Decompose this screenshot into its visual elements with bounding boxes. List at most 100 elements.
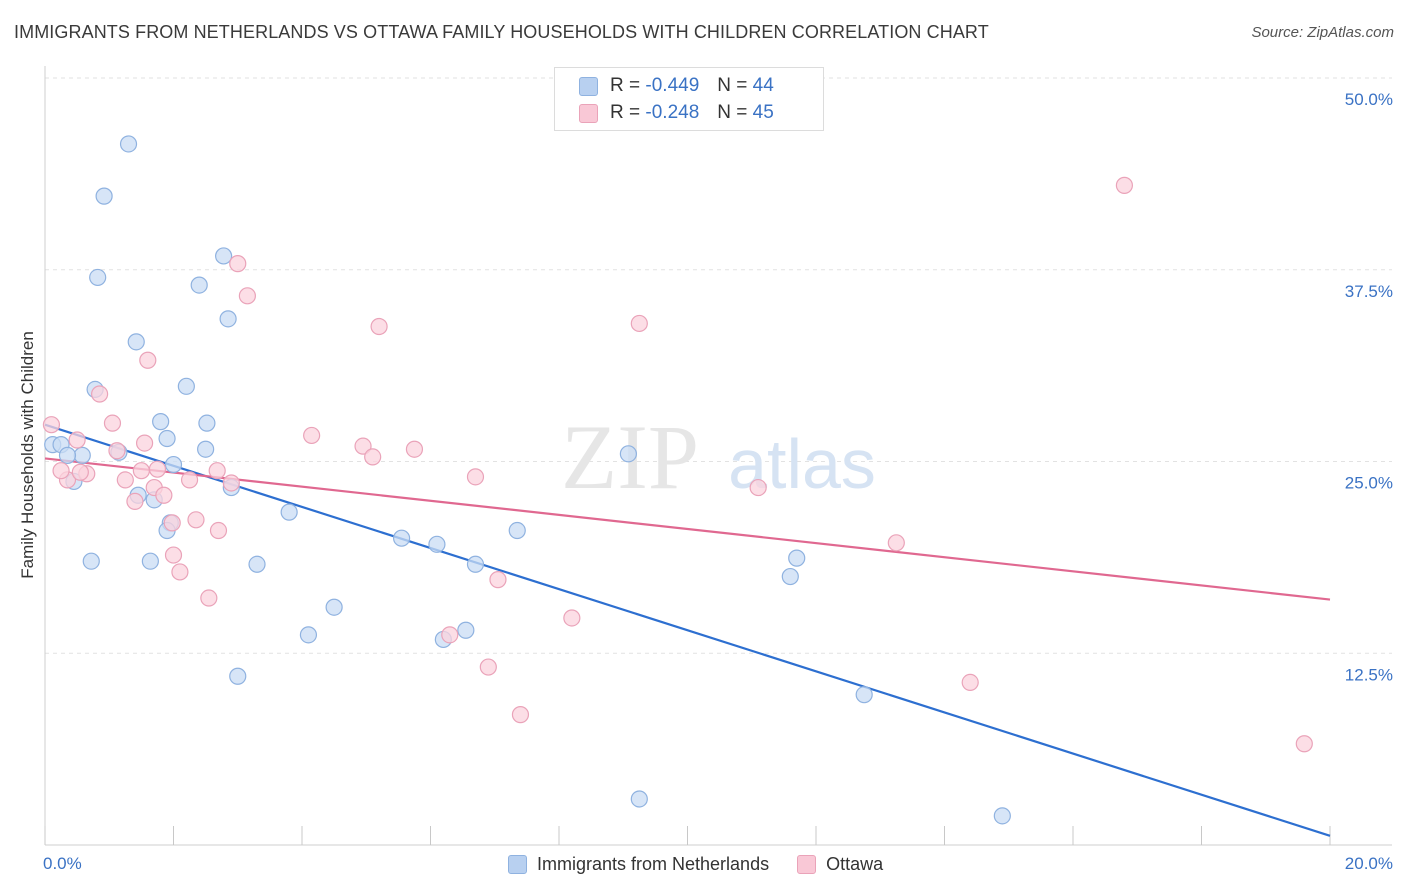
point-ottawa — [354, 437, 372, 455]
point-ottawa — [139, 351, 157, 369]
point-netherlands — [89, 268, 107, 287]
point-ottawa — [489, 571, 507, 589]
point-netherlands — [58, 446, 77, 464]
point-ottawa — [135, 434, 154, 452]
point-netherlands — [229, 667, 247, 685]
point-ottawa — [108, 442, 126, 460]
point-netherlands — [127, 333, 145, 351]
point-ottawa — [364, 448, 382, 466]
point-netherlands — [197, 440, 215, 458]
y-tick-label: 37.5% — [1345, 282, 1393, 301]
point-netherlands — [82, 552, 100, 570]
point-ottawa — [200, 589, 218, 607]
point-netherlands — [466, 555, 485, 573]
point-ottawa — [749, 478, 767, 497]
source-label: Source: ZipAtlas.com — [1251, 24, 1394, 41]
point-netherlands — [73, 446, 91, 464]
point-ottawa — [187, 511, 205, 529]
legend-row-netherlands: R = -0.449 N = 44 — [579, 73, 774, 99]
point-ottawa — [91, 385, 109, 403]
legend-swatch-netherlands — [579, 76, 598, 96]
n-value: 44 — [752, 75, 774, 96]
point-ottawa — [1115, 176, 1134, 194]
point-netherlands — [993, 807, 1011, 825]
x-tick-label: 20.0% — [1345, 854, 1393, 873]
r-value: -0.248 — [645, 102, 700, 123]
point-ottawa — [208, 462, 226, 480]
r-label: R = — [610, 75, 641, 96]
point-ottawa — [511, 706, 530, 724]
point-netherlands — [325, 598, 343, 616]
point-netherlands — [392, 529, 411, 547]
point-ottawa — [1295, 735, 1313, 753]
point-ottawa — [163, 514, 181, 532]
series-legend: Immigrants from Netherlands Ottawa — [508, 851, 911, 877]
point-ottawa — [180, 471, 199, 489]
point-netherlands — [158, 429, 176, 448]
y-axis-label: Family Households with Children — [18, 331, 37, 579]
point-ottawa — [164, 546, 183, 564]
point-ottawa — [238, 287, 256, 305]
tick-labels: 12.5% 25.0% 37.5% 50.0% 0.0% 20.0% — [43, 90, 1393, 873]
watermark: ZIP atlas — [561, 406, 876, 508]
point-netherlands — [215, 247, 233, 265]
r-label: R = — [610, 102, 641, 123]
point-ottawa — [52, 462, 70, 480]
y-tick-label: 50.0% — [1345, 90, 1393, 109]
x-tick-label: 0.0% — [43, 854, 82, 873]
point-ottawa — [229, 255, 247, 273]
point-ottawa — [132, 462, 150, 480]
correlation-legend: R = -0.449 N = 44 R = -0.248 N = 45 — [554, 67, 824, 131]
point-ottawa — [126, 492, 144, 510]
point-netherlands — [457, 621, 475, 639]
legend-swatch-ottawa — [797, 854, 817, 874]
legend-label-ottawa: Ottawa — [826, 853, 884, 874]
trend-line-ottawa — [44, 457, 1331, 601]
legend-item-ottawa[interactable]: Ottawa — [797, 854, 883, 875]
point-netherlands — [781, 567, 799, 586]
point-ottawa — [405, 440, 424, 458]
point-ottawa — [441, 626, 459, 644]
grid-lines — [45, 77, 1392, 654]
point-ottawa — [171, 563, 189, 581]
point-ottawa — [42, 416, 61, 434]
legend-swatch-ottawa — [579, 103, 598, 123]
point-netherlands — [248, 555, 266, 573]
point-netherlands — [141, 552, 159, 570]
data-points — [42, 135, 1313, 825]
point-netherlands — [95, 187, 113, 205]
axes — [44, 66, 1392, 846]
y-tick-label: 12.5% — [1345, 665, 1393, 684]
point-netherlands — [788, 549, 806, 567]
point-ottawa — [103, 414, 122, 432]
trend-line-netherlands — [44, 423, 1331, 837]
point-ottawa — [479, 658, 497, 676]
point-netherlands — [855, 686, 873, 704]
point-ottawa — [68, 431, 86, 449]
point-ottawa — [116, 471, 134, 489]
point-netherlands — [164, 455, 183, 474]
point-ottawa — [961, 673, 979, 691]
point-ottawa — [71, 463, 89, 481]
point-ottawa — [303, 426, 321, 445]
legend-item-netherlands[interactable]: Immigrants from Netherlands — [508, 854, 769, 875]
r-value: -0.449 — [645, 75, 700, 96]
point-netherlands — [508, 521, 526, 540]
legend-label-netherlands: Immigrants from Netherlands — [537, 853, 770, 874]
point-netherlands — [619, 445, 637, 463]
point-netherlands — [630, 790, 648, 808]
point-netherlands — [198, 414, 216, 432]
legend-swatch-netherlands — [508, 854, 527, 874]
point-ottawa — [222, 474, 240, 492]
chart-title: IMMIGRANTS FROM NETHERLANDS VS OTTAWA FA… — [14, 22, 989, 42]
point-netherlands — [177, 377, 195, 395]
point-ottawa — [563, 609, 581, 627]
point-ottawa — [209, 521, 228, 540]
point-netherlands — [428, 535, 446, 553]
point-ottawa — [370, 317, 388, 336]
n-value: 45 — [752, 102, 774, 123]
point-netherlands — [299, 626, 318, 644]
point-ottawa — [148, 460, 167, 478]
point-ottawa — [466, 468, 485, 486]
legend-row-ottawa: R = -0.248 N = 45 — [579, 100, 774, 126]
